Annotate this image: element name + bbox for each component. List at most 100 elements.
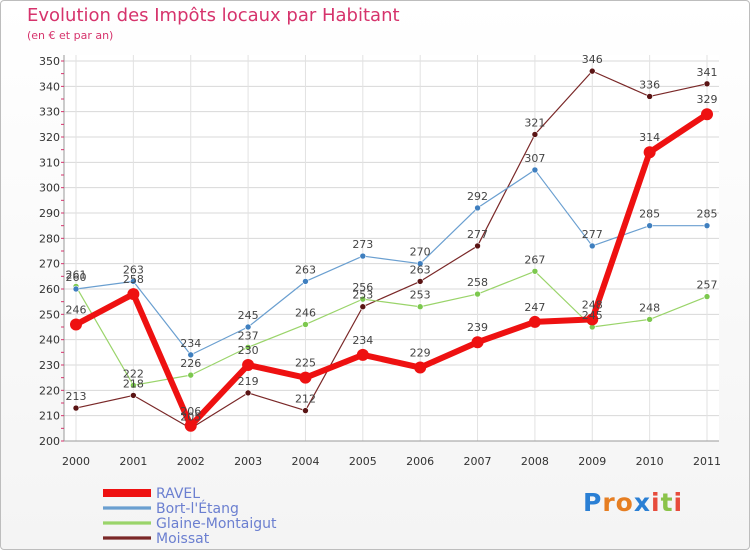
data-label: 321: [524, 116, 545, 129]
chart-subtitle: (en € et par an): [27, 29, 114, 42]
data-label: 205: [180, 410, 201, 423]
data-point: [471, 336, 484, 349]
data-label: 219: [238, 375, 259, 388]
data-label: 307: [524, 152, 545, 165]
data-label: 213: [66, 390, 87, 403]
series-line: [75, 270, 708, 386]
data-point: [359, 303, 367, 311]
logo-letter: r: [602, 488, 616, 517]
data-label: 234: [352, 334, 373, 347]
x-tick-label: 2009: [578, 455, 606, 468]
data-label: 292: [467, 190, 488, 203]
data-label: 225: [295, 357, 316, 370]
data-point: [242, 359, 255, 371]
data-point: [302, 407, 309, 414]
chart-title: Evolution des Impôts locaux par Habitant: [27, 5, 400, 26]
legend-label: Glaine-Montaigut: [156, 516, 277, 532]
y-tick-label: 300: [39, 182, 60, 195]
data-point: [588, 67, 596, 75]
data-label: 245: [238, 309, 259, 322]
data-point: [416, 278, 424, 285]
data-label: 245: [582, 309, 603, 322]
data-point: [703, 293, 711, 300]
logo-letter: P: [583, 488, 603, 517]
data-label: 212: [295, 393, 316, 406]
y-tick-label: 200: [39, 435, 60, 448]
x-tick-label: 2011: [693, 455, 721, 468]
data-label: 285: [697, 208, 718, 221]
data-label: 285: [639, 208, 660, 221]
data-point: [127, 288, 140, 301]
data-point: [70, 318, 82, 331]
data-label: 248: [582, 298, 603, 311]
data-point: [414, 361, 427, 374]
data-point: [130, 392, 137, 399]
x-tick-label: 2008: [521, 455, 549, 468]
data-label: 277: [582, 228, 603, 241]
y-tick-label: 350: [39, 55, 60, 68]
data-point: [72, 404, 80, 412]
x-tick-label: 2010: [636, 455, 664, 468]
x-tick-label: 2000: [62, 455, 90, 468]
logo-letter: x: [633, 488, 651, 517]
data-label: 237: [238, 329, 259, 342]
data-point: [359, 252, 367, 260]
data-point: [184, 419, 197, 432]
series-line: [75, 70, 708, 429]
data-point: [531, 267, 539, 275]
series-line: [73, 111, 710, 429]
data-label: 226: [180, 357, 201, 370]
data-point: [72, 285, 80, 293]
y-tick-label: 340: [39, 80, 60, 93]
data-point: [703, 222, 711, 229]
data-point: [244, 389, 252, 397]
x-tick-label: 2003: [234, 455, 262, 468]
legend-label: RAVEL: [156, 486, 200, 502]
data-label: 277: [467, 228, 488, 241]
data-label: 253: [352, 289, 373, 302]
y-tick-label: 210: [39, 410, 60, 423]
x-tick-label: 2007: [464, 455, 492, 468]
data-label: 263: [295, 263, 316, 276]
data-point: [474, 204, 481, 212]
data-point: [643, 146, 656, 159]
data-point: [703, 80, 711, 88]
data-point: [646, 93, 653, 100]
y-tick-label: 290: [39, 207, 60, 220]
data-point: [474, 242, 481, 250]
data-point: [187, 371, 195, 379]
x-tick-label: 2005: [349, 455, 377, 468]
data-point: [586, 313, 599, 326]
data-point: [187, 351, 195, 359]
proxiti-logo: Proxiti: [583, 488, 683, 517]
data-label: 329: [697, 93, 718, 106]
data-label: 239: [467, 321, 488, 334]
data-label: 246: [295, 306, 316, 319]
y-tick-label: 230: [39, 359, 60, 372]
data-label: 247: [524, 301, 545, 314]
data-label: 263: [410, 263, 431, 276]
legend-label: Bort-l'Étang: [156, 500, 239, 517]
data-label: 260: [66, 271, 87, 284]
data-point: [302, 321, 309, 328]
y-tick-label: 260: [39, 283, 60, 296]
logo-letter: o: [615, 488, 634, 517]
data-point: [531, 131, 539, 138]
y-tick-label: 280: [39, 232, 60, 245]
x-tick-label: 2002: [177, 455, 205, 468]
data-label: 273: [352, 238, 373, 251]
data-label: 257: [697, 279, 718, 292]
data-label: 248: [639, 301, 660, 314]
data-point: [531, 166, 539, 174]
data-label: 267: [524, 253, 545, 266]
data-point: [299, 371, 312, 384]
series-line: [75, 169, 708, 356]
data-point: [588, 242, 596, 250]
data-point: [130, 278, 137, 285]
data-label: 229: [410, 347, 431, 360]
y-tick-label: 270: [39, 258, 60, 271]
series-layer: [70, 67, 713, 432]
data-label: 261: [66, 268, 87, 281]
